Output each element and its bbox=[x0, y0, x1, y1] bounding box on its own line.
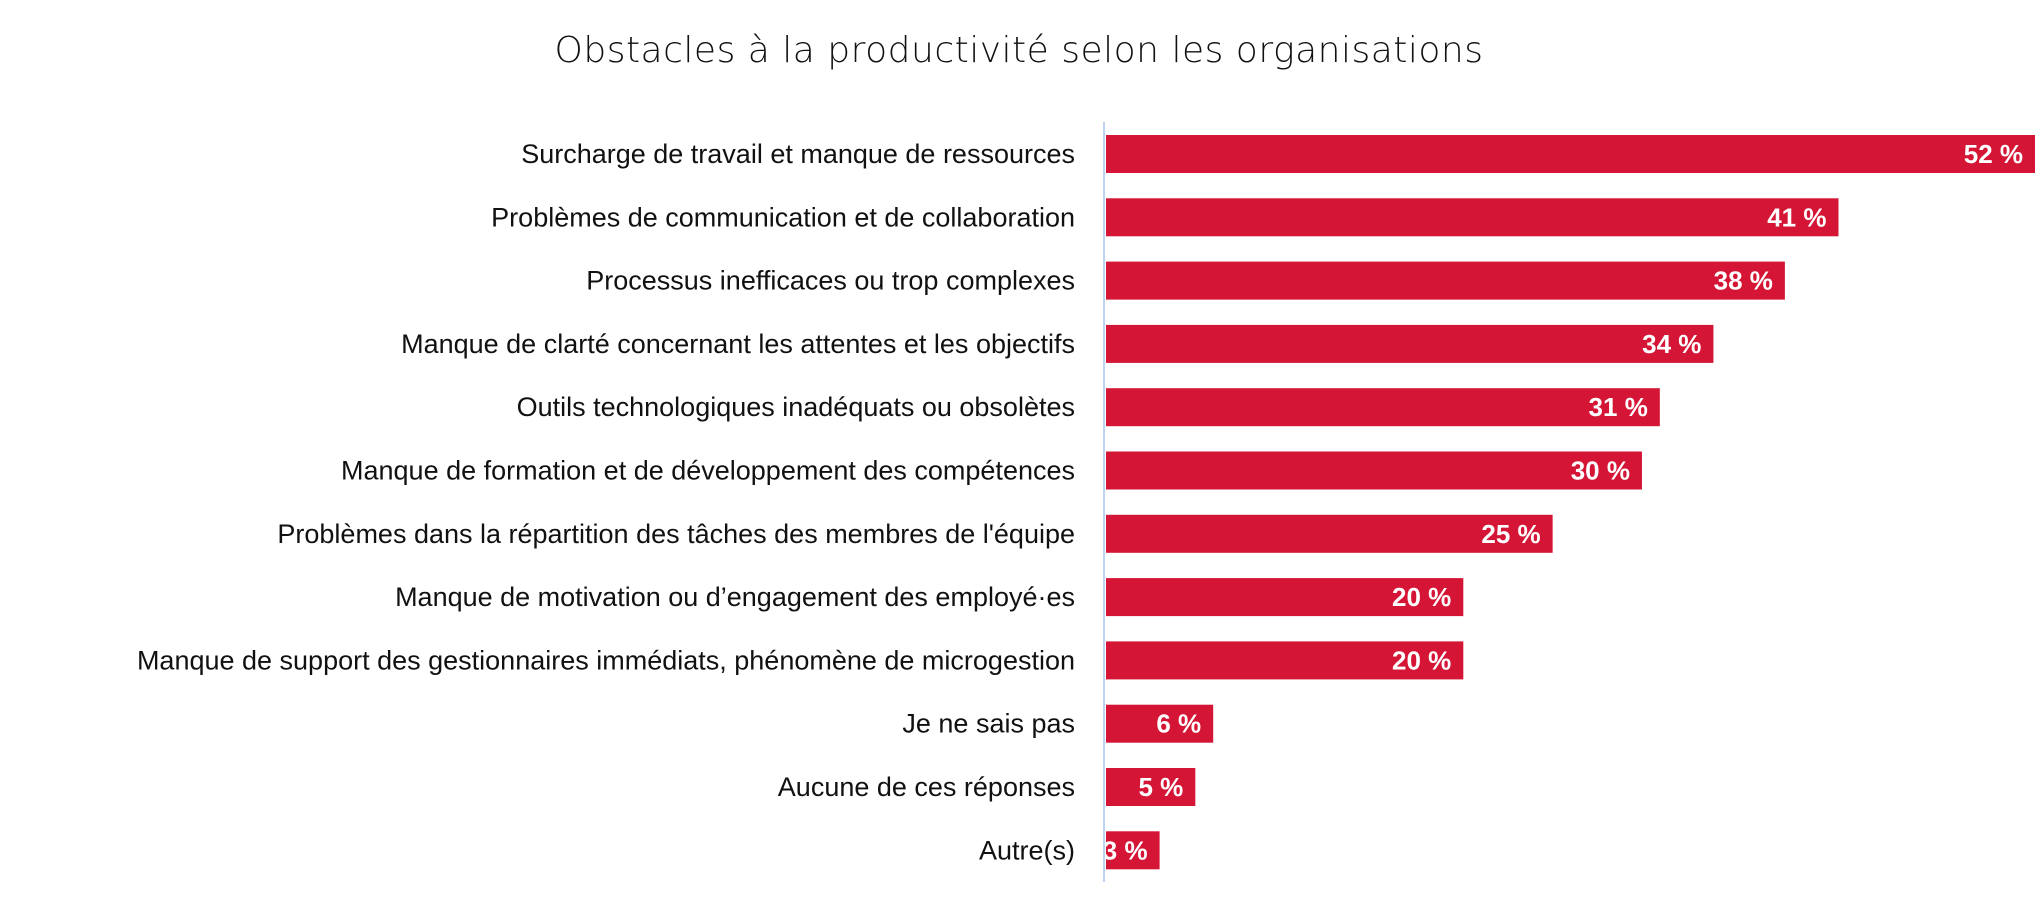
chart-title: Obstacles à la productivité selon les or… bbox=[554, 30, 1484, 71]
category-label: Manque de motivation ou d’engagement des… bbox=[395, 582, 1075, 612]
category-label: Surcharge de travail et manque de ressou… bbox=[521, 139, 1075, 169]
category-label: Je ne sais pas bbox=[902, 709, 1075, 739]
category-label: Autre(s) bbox=[979, 835, 1075, 865]
category-label: Manque de clarté concernant les attentes… bbox=[401, 329, 1075, 359]
bar bbox=[1106, 514, 1553, 553]
data-label: 6 % bbox=[1156, 709, 1201, 739]
data-label: 30 % bbox=[1571, 456, 1630, 486]
data-label: 41 % bbox=[1767, 202, 1826, 232]
category-label: Problèmes de communication et de collabo… bbox=[491, 202, 1075, 232]
data-label: 20 % bbox=[1392, 582, 1451, 612]
data-label: 34 % bbox=[1642, 329, 1701, 359]
category-label: Processus inefficaces ou trop complexes bbox=[586, 266, 1075, 296]
bar bbox=[1106, 324, 1714, 363]
data-label: 20 % bbox=[1392, 645, 1451, 675]
category-label: Problèmes dans la répartition des tâches… bbox=[277, 519, 1075, 549]
bar bbox=[1106, 578, 1464, 617]
category-label: Aucune de ces réponses bbox=[778, 772, 1075, 802]
data-label: 3 % bbox=[1103, 835, 1148, 865]
category-label: Manque de support des gestionnaires immé… bbox=[137, 645, 1075, 675]
bar bbox=[1106, 704, 1214, 743]
data-label: 31 % bbox=[1589, 392, 1648, 422]
bar bbox=[1106, 768, 1196, 806]
category-label: Manque de formation et de développement … bbox=[341, 456, 1075, 486]
data-label: 38 % bbox=[1714, 266, 1773, 296]
bar bbox=[1106, 198, 1839, 237]
bar bbox=[1106, 261, 1785, 300]
bar bbox=[1106, 388, 1660, 427]
bar bbox=[1106, 135, 2035, 173]
category-label: Outils technologiques inadéquats ou obso… bbox=[517, 392, 1075, 422]
data-label: 25 % bbox=[1481, 519, 1540, 549]
bar bbox=[1106, 831, 1160, 870]
data-label: 52 % bbox=[1964, 139, 2023, 169]
bar bbox=[1106, 641, 1464, 680]
data-label: 5 % bbox=[1139, 772, 1184, 802]
bar bbox=[1106, 451, 1642, 490]
